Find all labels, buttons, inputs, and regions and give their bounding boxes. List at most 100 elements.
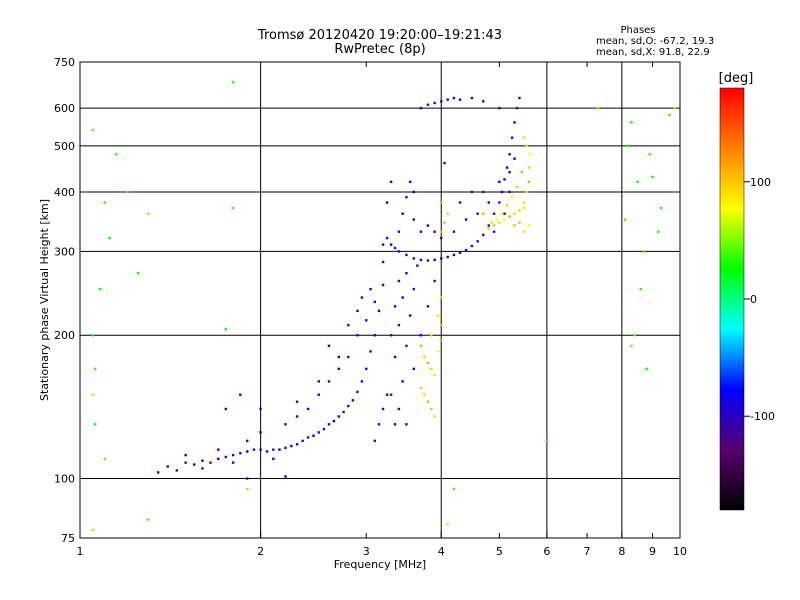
data-point xyxy=(518,209,521,213)
data-point xyxy=(503,218,506,221)
data-point xyxy=(393,355,397,359)
data-point xyxy=(192,463,196,466)
data-point xyxy=(458,98,462,101)
data-point xyxy=(423,355,426,359)
data-point xyxy=(423,393,426,396)
data-point xyxy=(231,453,235,457)
y-tick-label: 600 xyxy=(54,102,75,115)
data-point xyxy=(246,439,249,443)
data-point xyxy=(642,250,645,253)
data-point xyxy=(440,236,443,240)
y-tick-label: 200 xyxy=(54,329,75,342)
data-point xyxy=(365,367,368,371)
data-point xyxy=(317,431,320,434)
data-point xyxy=(295,400,299,403)
colorbar xyxy=(719,87,745,511)
data-point xyxy=(446,523,449,526)
data-point xyxy=(91,128,94,132)
data-point xyxy=(440,323,443,327)
data-point xyxy=(327,423,331,426)
data-point xyxy=(306,436,310,439)
data-point xyxy=(419,258,423,262)
data-point xyxy=(381,283,385,287)
data-point xyxy=(433,415,436,418)
data-point xyxy=(419,106,423,110)
y-tick-label: 500 xyxy=(54,140,75,153)
data-point xyxy=(342,410,345,414)
data-point xyxy=(389,243,393,246)
y-tick-label: 300 xyxy=(54,245,75,258)
data-point xyxy=(201,459,204,462)
data-point xyxy=(464,218,468,221)
data-point xyxy=(412,218,415,221)
data-point xyxy=(278,448,281,451)
data-point xyxy=(259,407,262,411)
data-point xyxy=(401,212,404,215)
data-point xyxy=(393,423,397,426)
data-point xyxy=(523,136,526,139)
data-point xyxy=(408,180,412,184)
data-point xyxy=(440,296,443,299)
data-point xyxy=(523,230,526,233)
data-point xyxy=(397,279,401,283)
data-point xyxy=(246,487,249,491)
colorbar-tick-label: 100 xyxy=(750,176,771,189)
data-point xyxy=(545,439,549,443)
data-point xyxy=(426,400,430,403)
data-point xyxy=(416,264,419,267)
data-point xyxy=(259,431,262,434)
data-point xyxy=(103,201,107,204)
data-point xyxy=(147,212,150,215)
data-point xyxy=(500,190,504,194)
x-tick-label: 6 xyxy=(543,545,550,558)
data-point xyxy=(518,221,521,224)
data-point xyxy=(265,450,269,453)
data-point xyxy=(436,350,440,353)
data-point xyxy=(356,334,359,337)
data-point xyxy=(636,180,639,184)
data-point xyxy=(337,355,341,359)
data-point xyxy=(397,230,401,233)
data-point xyxy=(490,221,493,224)
data-point xyxy=(523,201,526,204)
stats-line-o: mean, sd,O: -67.2, 19.3 xyxy=(596,36,714,47)
data-point xyxy=(405,195,408,199)
data-point xyxy=(426,224,430,227)
data-point xyxy=(458,251,462,255)
data-point xyxy=(351,399,355,402)
data-point xyxy=(498,221,501,224)
data-point xyxy=(272,448,275,451)
data-point xyxy=(440,339,443,342)
y-axis: 75 100 200 300 400 500 600 750 xyxy=(54,56,75,545)
data-point xyxy=(246,450,249,453)
data-point xyxy=(487,201,490,204)
data-point xyxy=(510,136,514,139)
data-point xyxy=(433,230,436,233)
data-point xyxy=(433,258,436,262)
data-point xyxy=(312,434,315,437)
data-point xyxy=(523,206,526,210)
data-point xyxy=(482,100,485,103)
data-point xyxy=(503,212,506,215)
data-point xyxy=(505,204,509,207)
data-point xyxy=(508,190,511,194)
x-tick-label: 5 xyxy=(496,545,503,558)
data-point xyxy=(356,390,359,394)
data-point xyxy=(356,309,359,313)
plot-frame xyxy=(79,61,681,539)
data-point xyxy=(369,350,372,353)
data-point xyxy=(381,407,385,411)
data-point xyxy=(306,407,310,411)
data-point xyxy=(317,393,320,396)
data-point xyxy=(440,230,443,233)
data-point xyxy=(290,444,293,448)
data-point xyxy=(503,178,506,181)
data-point xyxy=(492,212,496,215)
data-point xyxy=(209,461,212,464)
data-point xyxy=(518,96,521,100)
stats-heading: Phases xyxy=(620,25,655,36)
data-point xyxy=(498,180,501,184)
x-tick-label: 4 xyxy=(438,545,445,558)
data-point xyxy=(322,427,326,431)
data-point xyxy=(470,244,474,248)
